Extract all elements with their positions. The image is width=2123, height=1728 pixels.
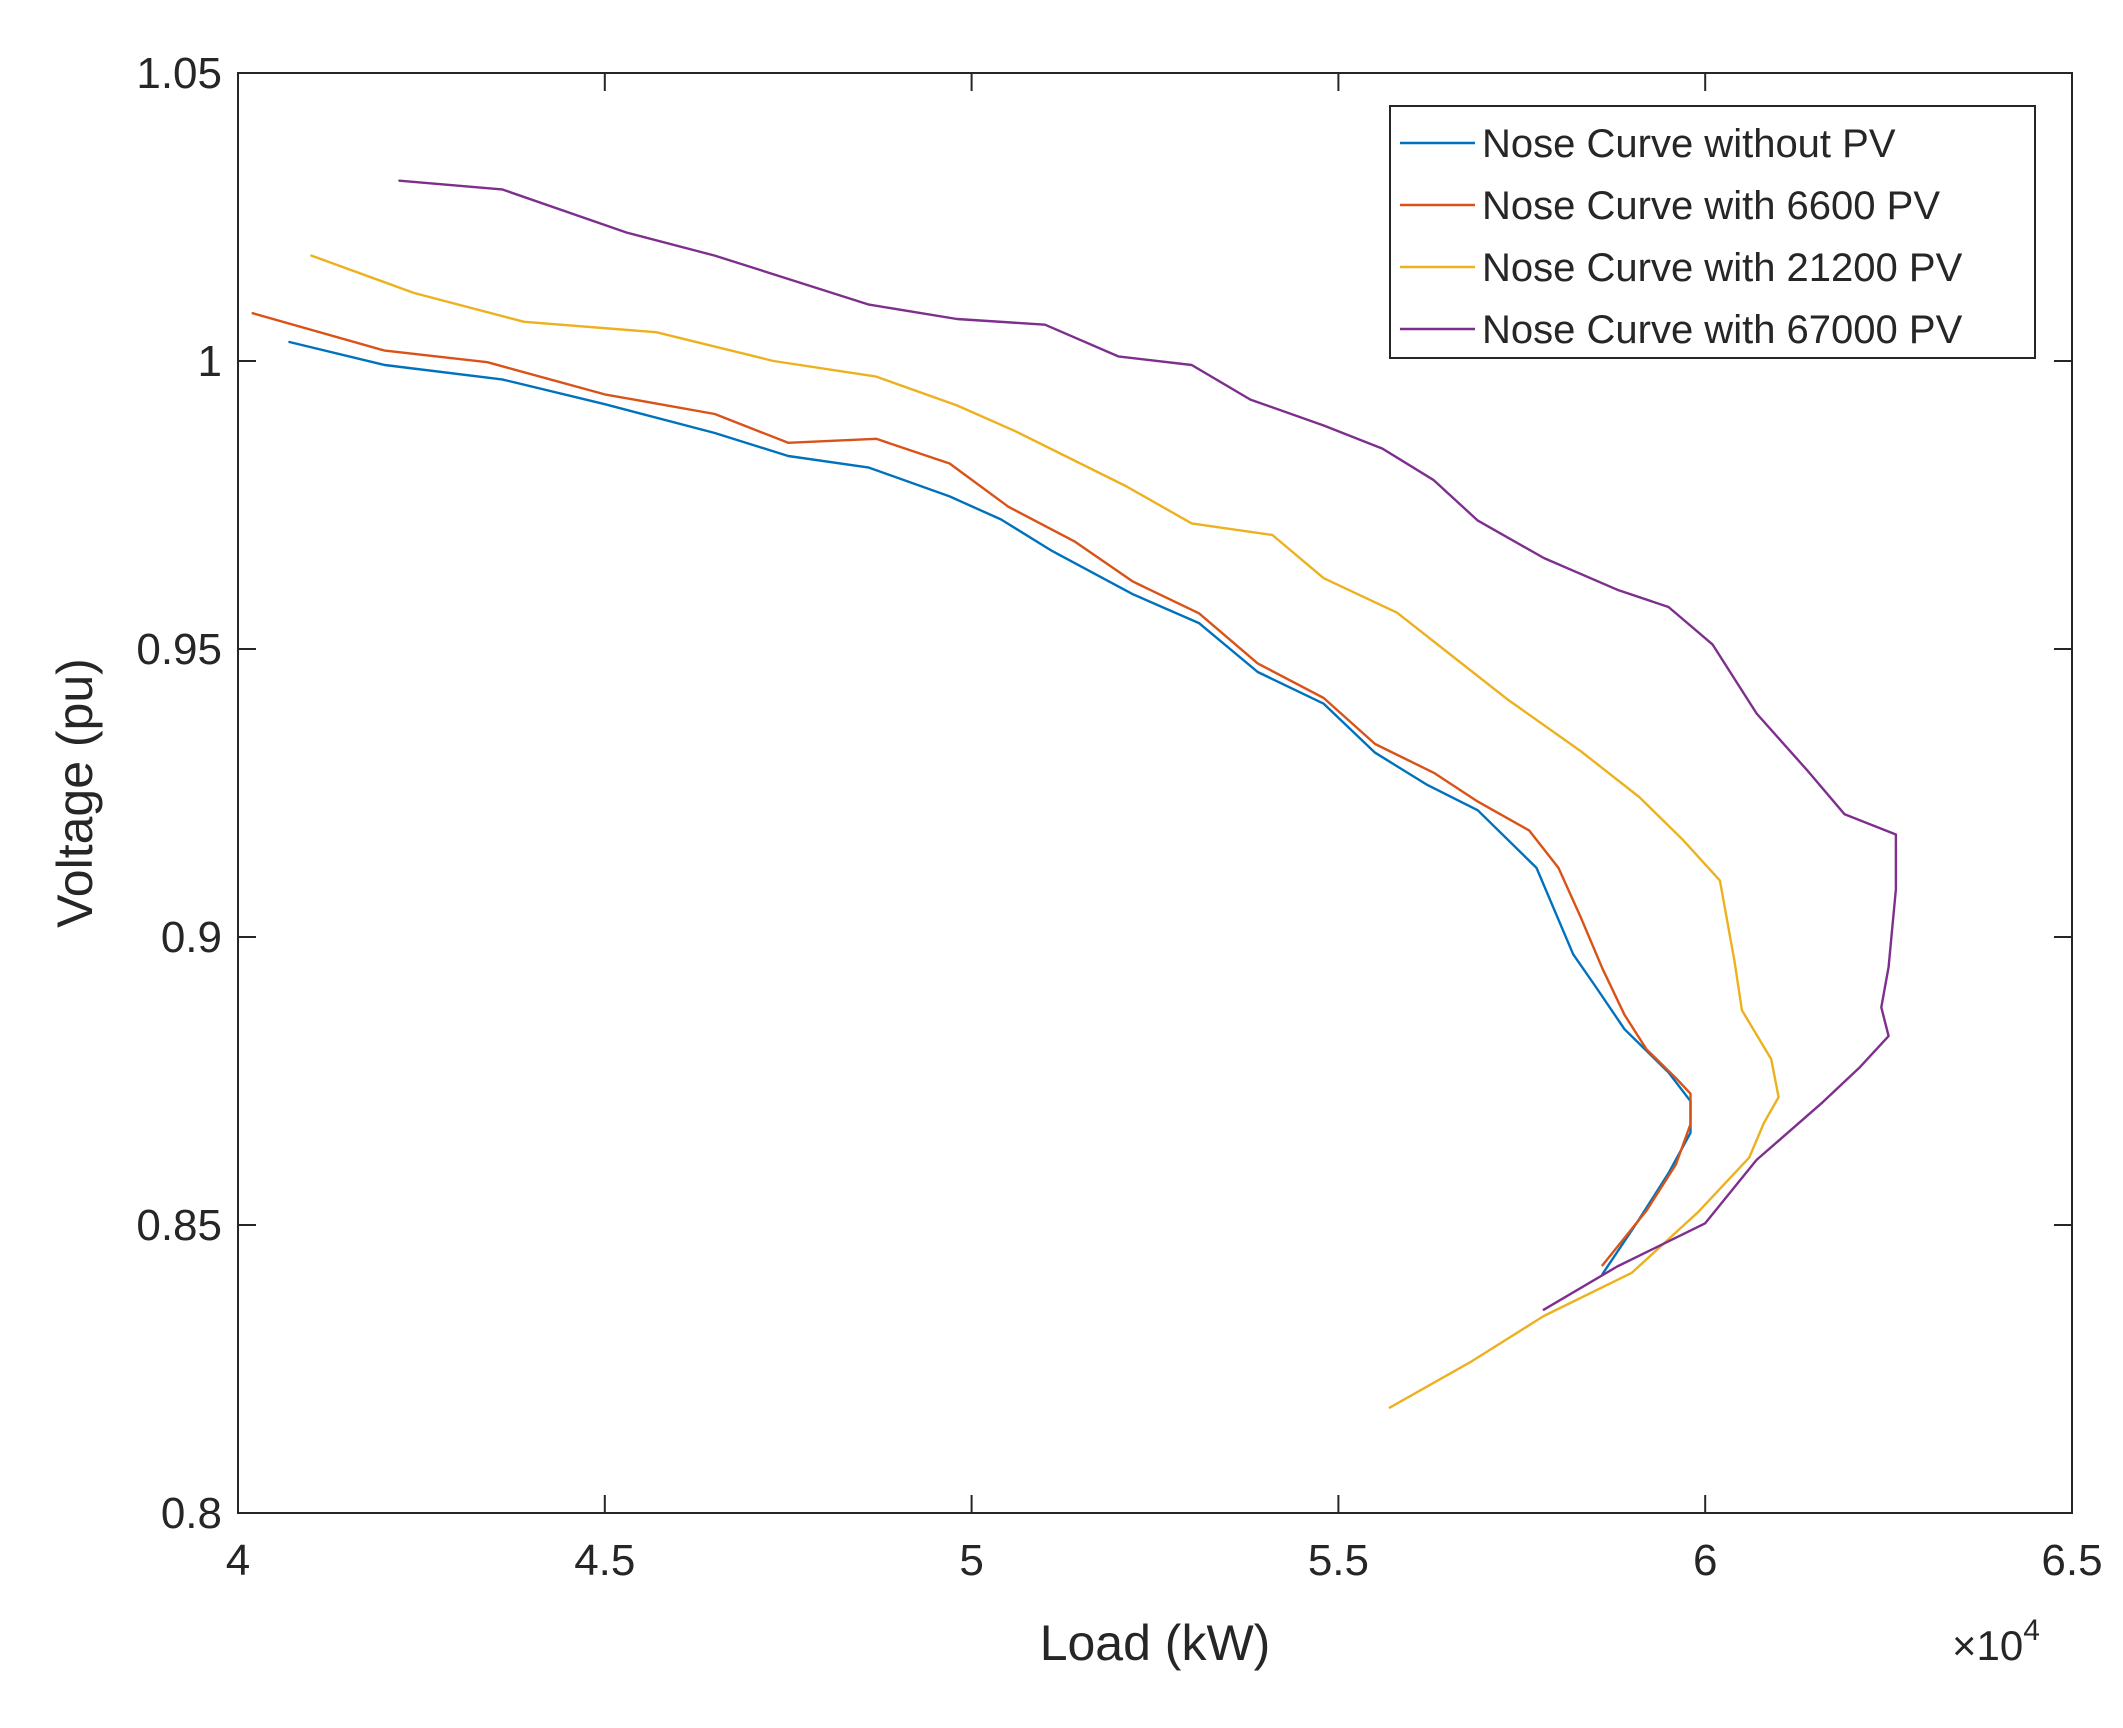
series-line-3 (310, 254, 1780, 1409)
y-tick-label: 1 (198, 337, 222, 386)
y-tick-label: 0.85 (136, 1201, 222, 1250)
y-tick-label: 0.9 (161, 913, 222, 962)
x-tick-label: 4.5 (574, 1536, 635, 1585)
x-exponent-power: 4 (2023, 1614, 2040, 1647)
x-exponent-base: ×10 (1952, 1622, 2023, 1669)
legend: Nose Curve without PV Nose Curve with 660… (1389, 105, 2036, 359)
y-tick-label: 0.8 (161, 1489, 222, 1538)
legend-items: Nose Curve without PV Nose Curve with 660… (1400, 122, 1963, 352)
y-axis-label: Voltage (pu) (47, 658, 103, 928)
y-tick-label: 0.95 (136, 625, 222, 674)
legend-label-1: Nose Curve without PV (1482, 122, 1896, 166)
x-tick-label: 6 (1693, 1536, 1717, 1585)
series-line-4 (398, 179, 1898, 1311)
x-exponent-label: ×104 (1952, 1614, 2040, 1669)
series-layer (251, 179, 1898, 1409)
x-tick-label: 5.5 (1308, 1536, 1369, 1585)
ticks-layer: 4 4.5 5 5.5 6 6.5 0.8 0.85 0.9 0.95 1 1.05 (136, 49, 2102, 1585)
series-line-2 (251, 312, 1692, 1267)
legend-label-4: Nose Curve with 67000 PV (1482, 308, 1963, 352)
legend-label-3: Nose Curve with 21200 PV (1482, 246, 1963, 290)
x-tick-label: 5 (959, 1536, 983, 1585)
series-line-1 (288, 340, 1692, 1276)
y-tick-label: 1.05 (136, 49, 222, 98)
legend-box (1389, 105, 2036, 359)
x-tick-label: 4 (226, 1536, 250, 1585)
legend-label-2: Nose Curve with 6600 PV (1482, 184, 1940, 228)
x-tick-label: 6.5 (2041, 1536, 2102, 1585)
x-axis-label: Load (kW) (1040, 1615, 1271, 1671)
plot-frame (237, 72, 2073, 1514)
